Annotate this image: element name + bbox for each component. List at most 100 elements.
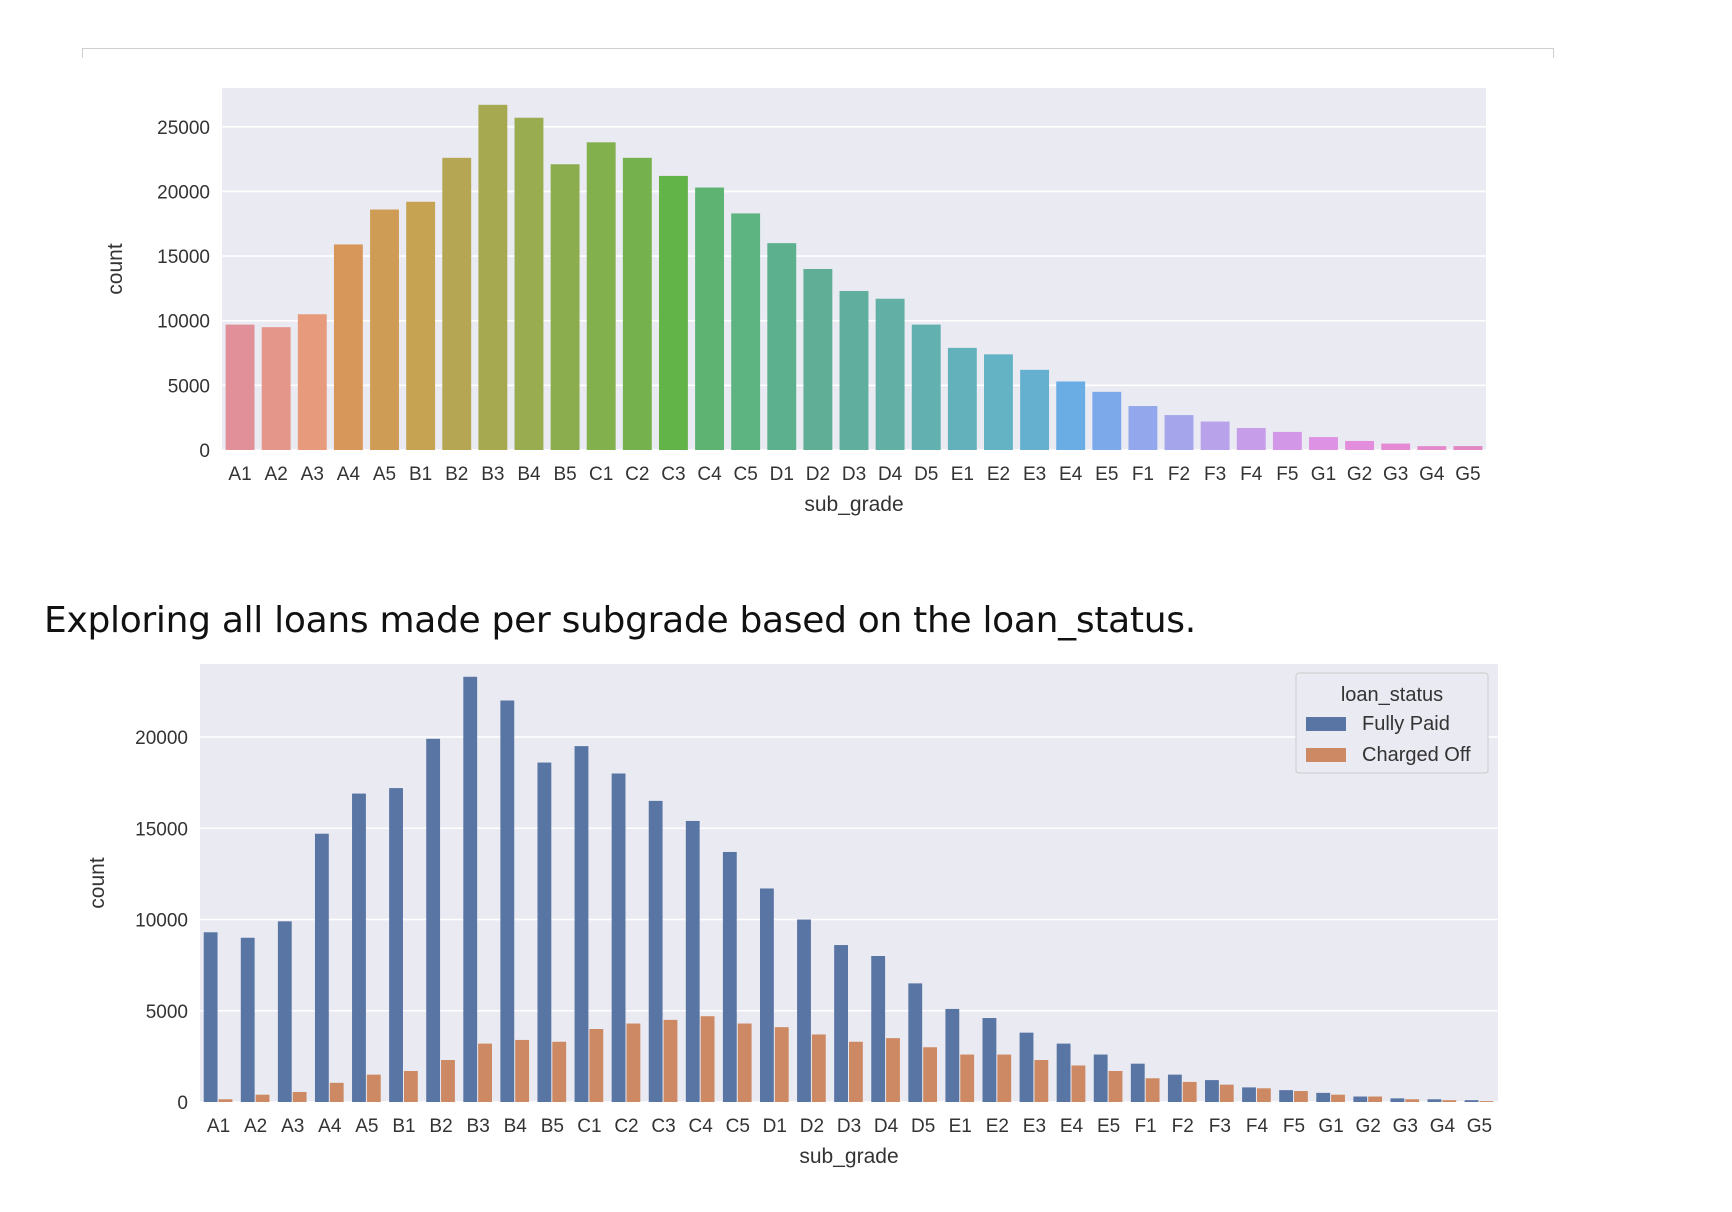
bar-charged-off (1331, 1094, 1345, 1102)
bar-fully-paid (352, 793, 366, 1102)
legend-label: Charged Off (1362, 744, 1471, 766)
bar (1417, 446, 1447, 450)
bar-charged-off (403, 1070, 418, 1102)
bar (1200, 421, 1230, 450)
y-tick-label: 10000 (157, 312, 210, 333)
bar-charged-off (1368, 1096, 1383, 1102)
bar-charged-off (737, 1023, 752, 1102)
bar-fully-paid (203, 932, 218, 1102)
y-tick-label: 20000 (157, 182, 210, 203)
x-tick-label: B3 (467, 1116, 490, 1137)
bar (658, 175, 688, 450)
bar (984, 354, 1013, 450)
bar (947, 347, 977, 450)
bar-fully-paid (1464, 1100, 1479, 1102)
x-tick-label: G1 (1318, 1116, 1343, 1137)
x-tick-label: F4 (1246, 1116, 1269, 1137)
bar (767, 243, 797, 450)
bar-charged-off (774, 1027, 789, 1102)
x-tick-label: F1 (1135, 1116, 1157, 1137)
x-tick-label: D3 (837, 1116, 861, 1137)
x-tick-label: F3 (1204, 464, 1226, 485)
bar-charged-off (886, 1038, 900, 1102)
x-axis-label: sub_grade (804, 493, 903, 516)
bar (1020, 369, 1050, 450)
bar-charged-off (849, 1041, 863, 1102)
bar-fully-paid (945, 1008, 960, 1102)
bar-charged-off (441, 1060, 455, 1102)
bar-fully-paid (389, 788, 403, 1102)
x-tick-label: A1 (207, 1116, 230, 1137)
bar-charged-off (552, 1041, 567, 1102)
y-tick-label: 25000 (157, 118, 210, 139)
x-tick-label: A5 (373, 464, 396, 485)
bar (1345, 440, 1375, 450)
x-tick-label: E4 (1059, 464, 1083, 485)
bar (478, 104, 508, 451)
bar-fully-paid (1056, 1043, 1071, 1102)
x-tick-label: E3 (1023, 464, 1046, 485)
x-tick-label: A4 (318, 1116, 342, 1137)
bar (1236, 428, 1266, 450)
x-tick-label: G3 (1383, 464, 1408, 485)
bar (297, 314, 327, 450)
bar (1453, 446, 1483, 450)
bar (1309, 437, 1338, 450)
y-tick-label: 5000 (168, 376, 210, 397)
x-axis-label: sub_grade (799, 1145, 898, 1168)
bar (406, 201, 436, 450)
bar-fully-paid (463, 676, 478, 1102)
bar-charged-off (960, 1054, 975, 1102)
bar (875, 298, 905, 450)
x-tick-label: A1 (228, 464, 251, 485)
bar-fully-paid (722, 851, 737, 1102)
bar-fully-paid (537, 762, 552, 1102)
x-tick-label: A3 (281, 1116, 304, 1137)
x-tick-label: D2 (800, 1116, 824, 1137)
y-tick-label: 15000 (135, 819, 188, 840)
bar-fully-paid (500, 700, 515, 1102)
bar (911, 324, 941, 450)
x-tick-label: G3 (1393, 1116, 1418, 1137)
bar-charged-off (1145, 1078, 1160, 1102)
bar (1164, 415, 1194, 450)
x-tick-label: F1 (1132, 464, 1154, 485)
bar (803, 269, 833, 450)
x-tick-label: B3 (481, 464, 504, 485)
x-tick-label: G1 (1311, 464, 1336, 485)
bar-charged-off (1034, 1060, 1049, 1102)
bar (731, 213, 761, 450)
bar-charged-off (1182, 1081, 1197, 1102)
bar-fully-paid (982, 1018, 997, 1102)
legend-title: loan_status (1341, 684, 1443, 706)
x-tick-label: A2 (244, 1116, 267, 1137)
bar (225, 324, 255, 450)
bar-charged-off (626, 1023, 641, 1102)
x-tick-label: D1 (763, 1116, 787, 1137)
x-tick-label: E3 (1023, 1116, 1046, 1137)
x-tick-label: E1 (949, 1116, 972, 1137)
bar-charged-off (292, 1091, 307, 1102)
legend-swatch (1306, 748, 1346, 762)
x-tick-label: C1 (577, 1116, 601, 1137)
bar-fully-paid (1019, 1032, 1034, 1102)
y-axis-label: count (86, 857, 109, 909)
y-tick-label: 10000 (135, 911, 188, 932)
x-tick-label: E5 (1097, 1116, 1120, 1137)
x-tick-label: D5 (911, 1116, 935, 1137)
bar-charged-off (218, 1099, 233, 1102)
x-tick-label: E2 (987, 464, 1010, 485)
x-tick-label: E2 (986, 1116, 1009, 1137)
bar-charged-off (663, 1019, 678, 1102)
bar (586, 142, 616, 451)
bar-charged-off (1294, 1091, 1308, 1102)
x-tick-label: B1 (392, 1116, 415, 1137)
legend-label: Fully Paid (1362, 713, 1450, 735)
x-tick-label: C3 (651, 1116, 675, 1137)
x-tick-label: A3 (301, 464, 324, 485)
x-tick-label: G5 (1455, 464, 1480, 485)
y-tick-label: 15000 (157, 247, 210, 268)
bar (370, 209, 399, 450)
x-tick-label: E4 (1060, 1116, 1084, 1137)
bar-charged-off (515, 1039, 530, 1102)
